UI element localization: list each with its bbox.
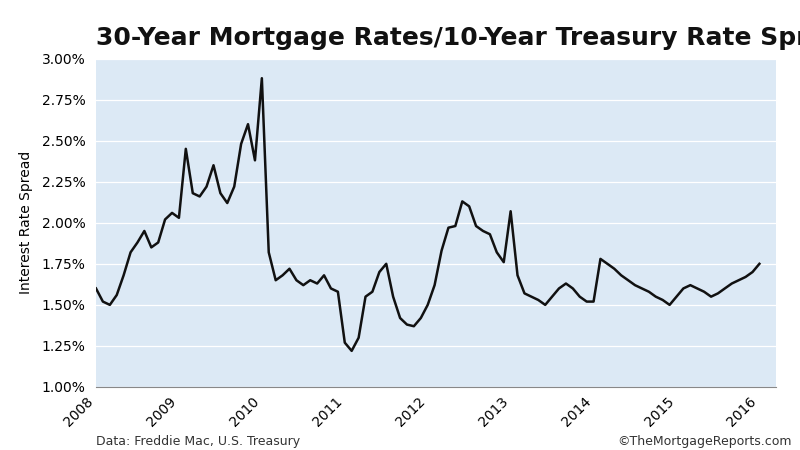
Text: 30-Year Mortgage Rates/10-Year Treasury Rate Spread: 30-Year Mortgage Rates/10-Year Treasury … (96, 26, 800, 50)
Text: Data: Freddie Mac, U.S. Treasury: Data: Freddie Mac, U.S. Treasury (96, 435, 300, 448)
Text: ©TheMortgageReports.com: ©TheMortgageReports.com (618, 435, 792, 448)
Y-axis label: Interest Rate Spread: Interest Rate Spread (19, 151, 34, 294)
